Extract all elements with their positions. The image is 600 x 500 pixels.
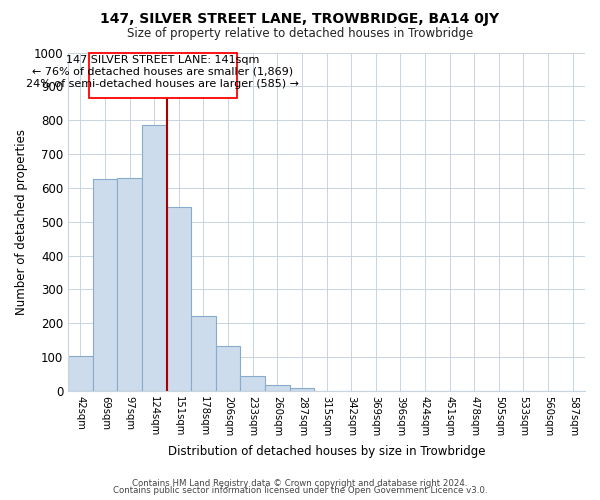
Bar — [92, 180, 117, 391]
Bar — [68, 356, 92, 391]
X-axis label: Distribution of detached houses by size in Trowbridge: Distribution of detached houses by size … — [168, 444, 485, 458]
FancyBboxPatch shape — [89, 52, 236, 98]
Bar — [191, 316, 216, 391]
Text: 147 SILVER STREET LANE: 141sqm: 147 SILVER STREET LANE: 141sqm — [66, 55, 260, 65]
Text: Contains HM Land Registry data © Crown copyright and database right 2024.: Contains HM Land Registry data © Crown c… — [132, 478, 468, 488]
Bar — [117, 178, 142, 391]
Text: ← 76% of detached houses are smaller (1,869): ← 76% of detached houses are smaller (1,… — [32, 67, 293, 77]
Bar — [241, 376, 265, 391]
Bar — [265, 385, 290, 391]
Bar — [216, 346, 241, 391]
Text: 147, SILVER STREET LANE, TROWBRIDGE, BA14 0JY: 147, SILVER STREET LANE, TROWBRIDGE, BA1… — [100, 12, 500, 26]
Bar — [167, 207, 191, 391]
Text: Contains public sector information licensed under the Open Government Licence v3: Contains public sector information licen… — [113, 486, 487, 495]
Bar — [290, 388, 314, 391]
Text: 24% of semi-detached houses are larger (585) →: 24% of semi-detached houses are larger (… — [26, 78, 299, 88]
Bar — [142, 126, 167, 391]
Y-axis label: Number of detached properties: Number of detached properties — [15, 128, 28, 314]
Text: Size of property relative to detached houses in Trowbridge: Size of property relative to detached ho… — [127, 28, 473, 40]
